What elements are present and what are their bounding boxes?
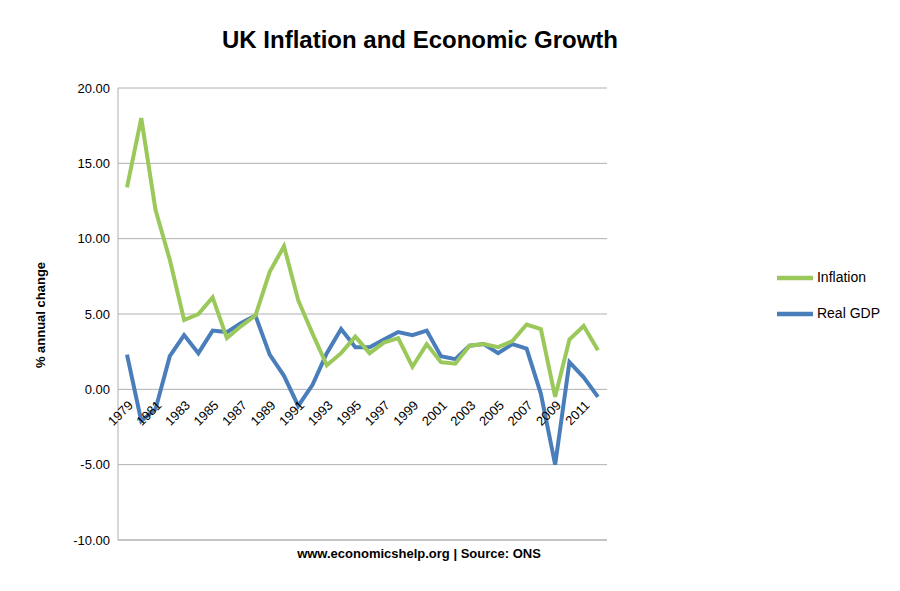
html-text:Inflation: Inflation <box>817 268 866 285</box>
svg-text:-10.00: -10.00 <box>73 533 110 548</box>
svg-text:1983: 1983 <box>162 398 193 429</box>
html-text:UK Inflation and Economic Grow: UK Inflation and Economic Growth <box>222 26 618 53</box>
svg-text:2001: 2001 <box>419 398 450 429</box>
svg-text:1993: 1993 <box>305 398 336 429</box>
html-text:Real GDP: Real GDP <box>817 304 880 321</box>
svg-text:1995: 1995 <box>333 398 364 429</box>
svg-text:2005: 2005 <box>476 398 507 429</box>
svg-text:-5.00: -5.00 <box>80 457 110 472</box>
svg-text:10.00: 10.00 <box>77 231 110 246</box>
svg-text:1989: 1989 <box>248 398 279 429</box>
svg-text:1991: 1991 <box>276 398 307 429</box>
svg-text:1981: 1981 <box>133 398 164 429</box>
html-text:www.economicshelp.org | Source: www.economicshelp.org | Source: ONS <box>297 546 541 561</box>
svg-text:2009: 2009 <box>533 398 564 429</box>
svg-text:1997: 1997 <box>362 398 393 429</box>
svg-text:2003: 2003 <box>447 398 478 429</box>
svg-text:0.00: 0.00 <box>85 382 110 397</box>
svg-text:5.00: 5.00 <box>85 307 110 322</box>
svg-text:2011: 2011 <box>562 398 592 428</box>
svg-text:1987: 1987 <box>219 398 250 429</box>
svg-text:15.00: 15.00 <box>77 156 110 171</box>
svg-text:20.00: 20.00 <box>77 81 110 96</box>
html-text:% annual change: % annual change <box>32 261 48 369</box>
svg-text:1985: 1985 <box>190 398 221 429</box>
svg-text:1999: 1999 <box>390 398 421 429</box>
svg-text:1979: 1979 <box>105 398 136 429</box>
svg-text:2007: 2007 <box>504 398 535 429</box>
